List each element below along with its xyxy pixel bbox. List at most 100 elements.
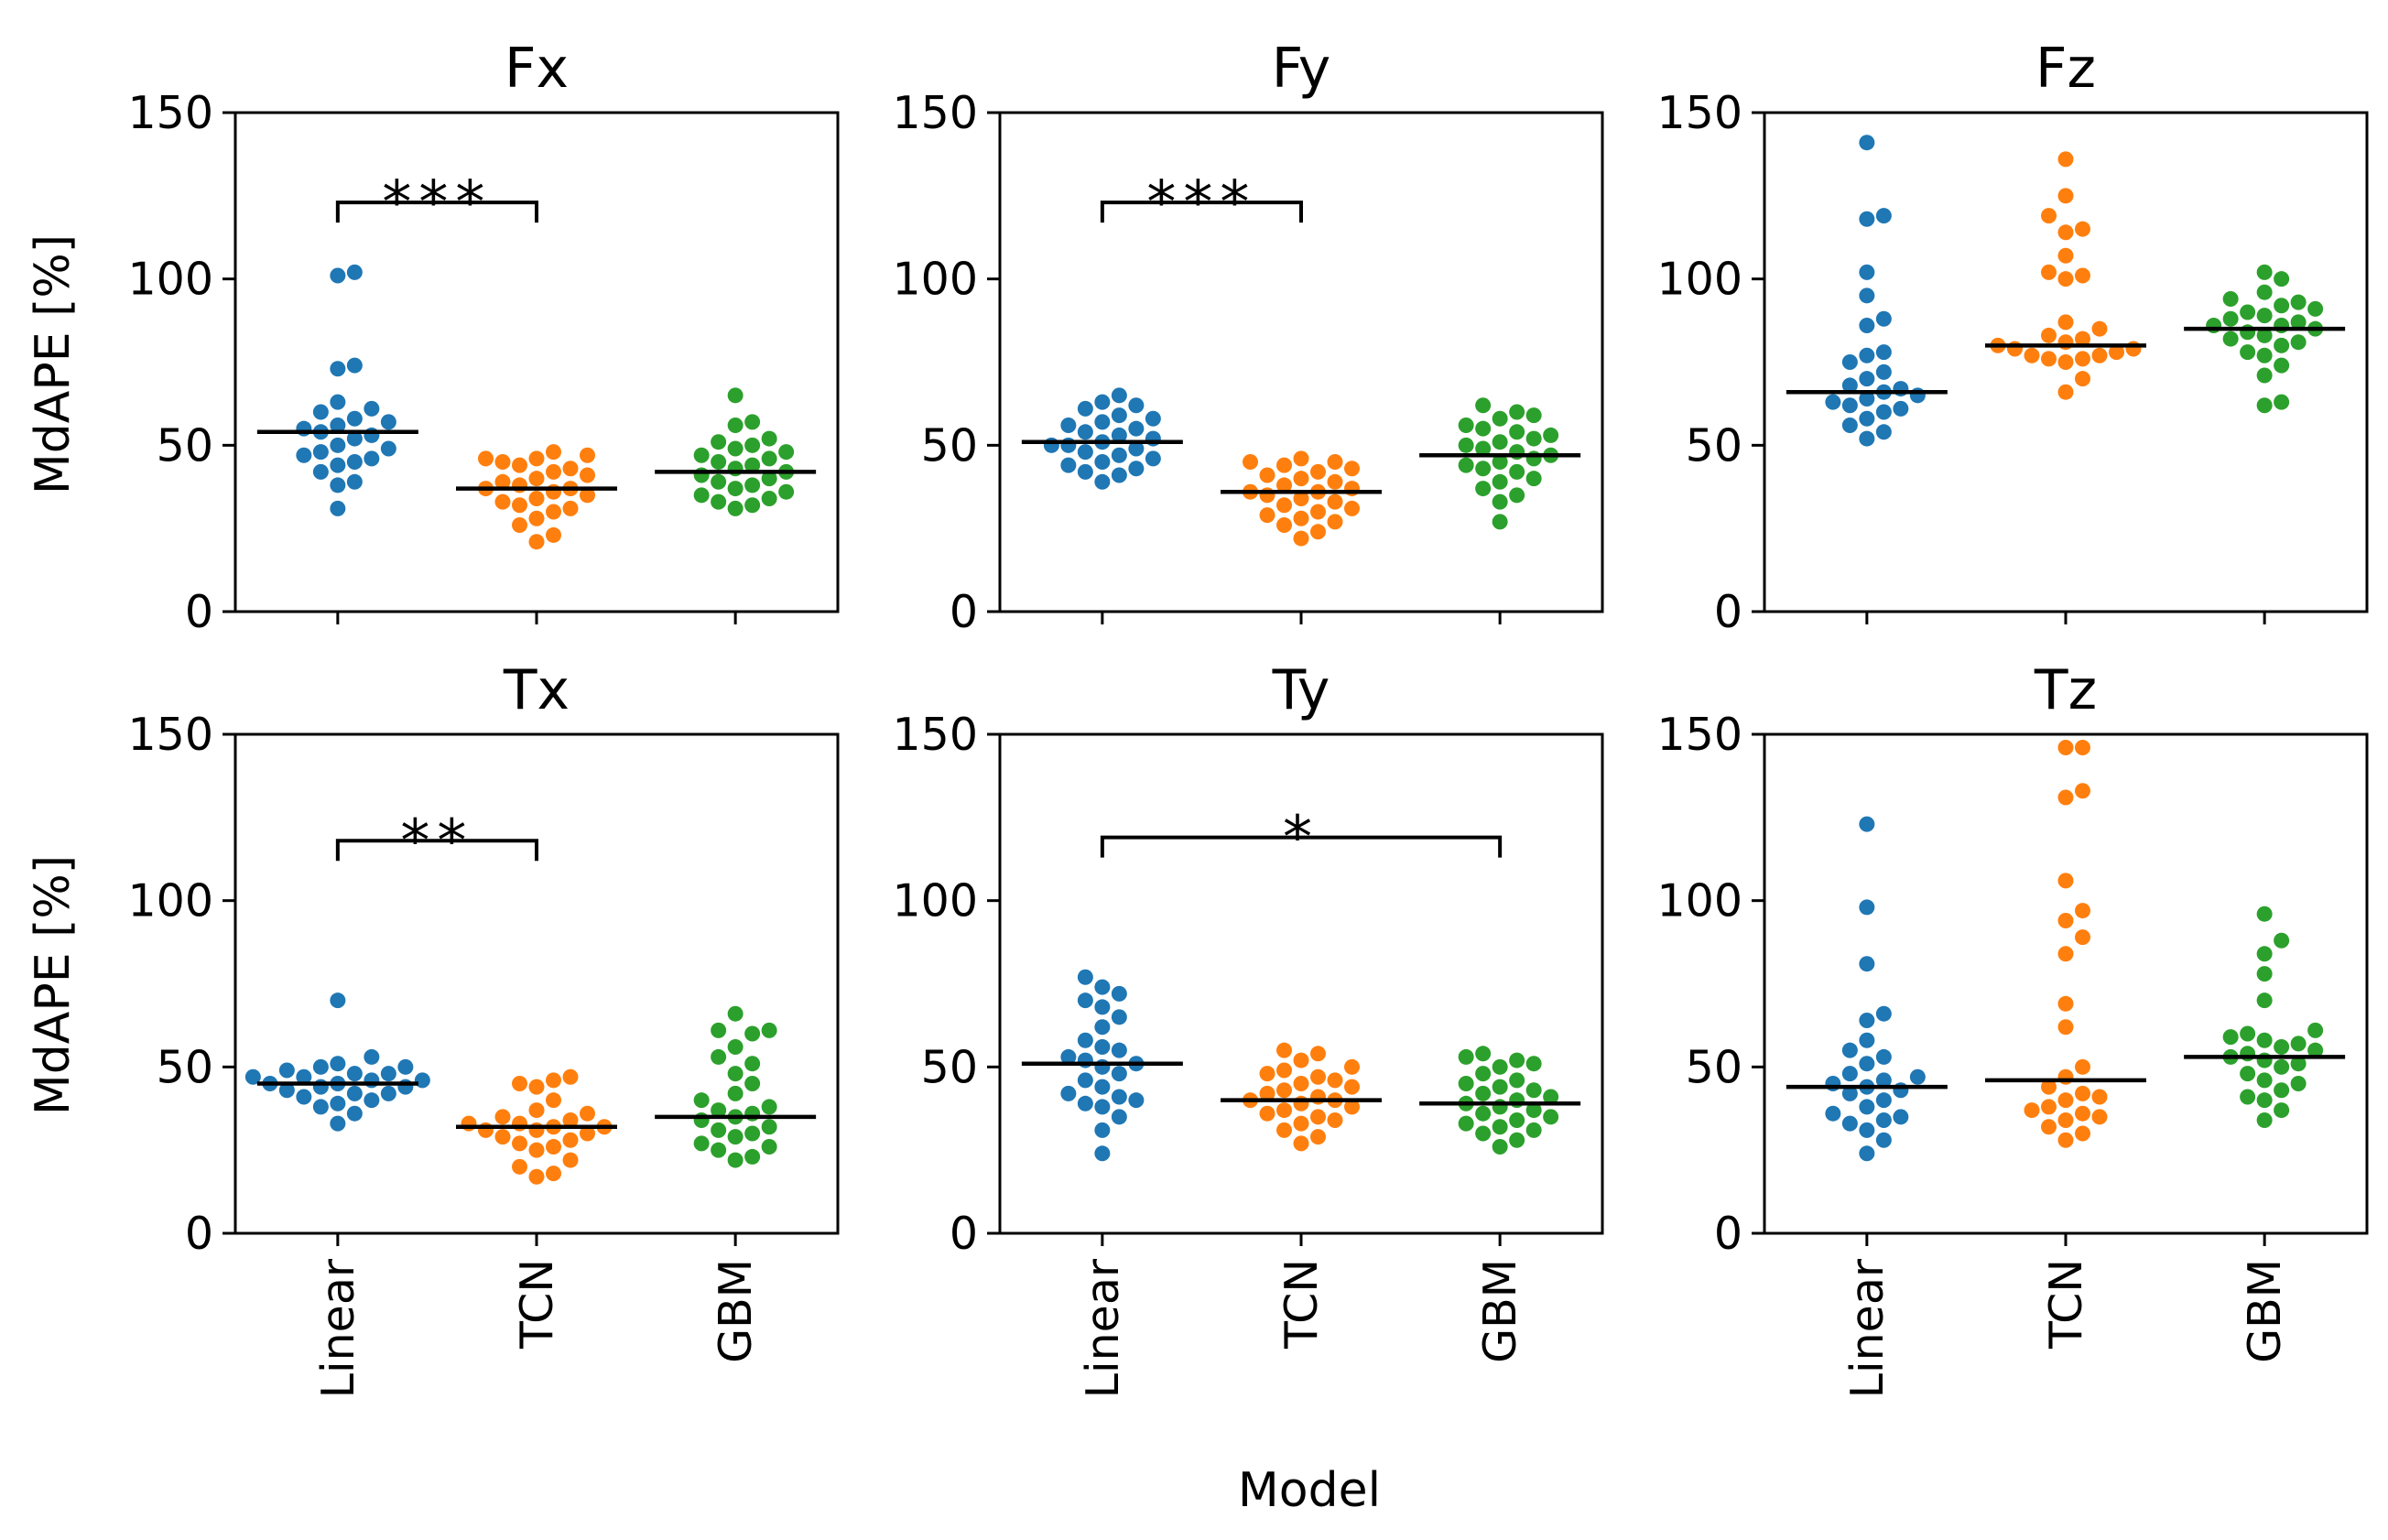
data-point-linear-9 (1859, 390, 1875, 407)
data-point-linear-7 (364, 450, 380, 467)
data-point-linear-10 (380, 440, 396, 457)
data-point-tcn-5 (2091, 1109, 2108, 1125)
data-point-gbm-6 (1458, 1115, 1474, 1132)
data-point-gbm-25 (1475, 1046, 1492, 1062)
data-point-gbm-14 (761, 1099, 777, 1115)
data-point-linear-2 (346, 1105, 363, 1122)
data-point-tcn-20 (528, 1102, 545, 1119)
data-point-gbm-24 (744, 414, 761, 430)
data-point-linear-5 (330, 457, 346, 473)
data-point-gbm-13 (1509, 1092, 1525, 1109)
y-tick-label-150: 150 (892, 709, 978, 761)
plot-frame-ty (998, 732, 1604, 1235)
data-point-tcn-4 (1293, 1115, 1309, 1132)
data-point-linear-7 (1825, 1105, 1841, 1122)
data-point-tcn-21 (2057, 873, 2074, 889)
x-axis-title: Model (1238, 1463, 1381, 1518)
data-point-gbm-9 (1458, 457, 1474, 473)
y-tick-label-0: 0 (185, 1208, 213, 1260)
data-point-tcn-21 (1276, 1062, 1292, 1079)
data-point-linear-22 (330, 361, 346, 377)
panel-title-fy: Fy (1272, 37, 1331, 101)
data-point-tcn-11 (546, 483, 561, 500)
data-point-gbm-19 (744, 1056, 761, 1072)
data-point-linear-18 (1077, 1032, 1093, 1048)
data-point-gbm-18 (2222, 1029, 2239, 1046)
data-point-tcn-16 (2057, 995, 2074, 1012)
panel-ty: Ty 0 50 100 150 Linear TCN GBM * (892, 658, 1604, 1398)
data-point-linear-20 (1145, 410, 1161, 427)
data-point-linear-21 (1859, 1012, 1875, 1028)
data-point-linear-13 (1841, 377, 1858, 394)
data-point-gbm-24 (2274, 932, 2290, 949)
data-point-linear-22 (1859, 264, 1875, 280)
data-point-linear-19 (1859, 318, 1875, 334)
data-point-gbm-8 (1475, 461, 1492, 477)
data-point-linear-22 (397, 1058, 414, 1075)
data-point-gbm-3 (1475, 1125, 1492, 1142)
data-point-gbm-4 (2240, 1089, 2256, 1105)
data-point-gbm-23 (1509, 1052, 1525, 1068)
data-point-tcn-15 (494, 473, 511, 490)
y-axis-title-top: MdAPE [%] (26, 234, 81, 494)
data-point-linear-25 (346, 264, 363, 280)
data-point-gbm-20 (711, 1048, 727, 1065)
data-point-tcn-25 (2057, 151, 2074, 168)
data-point-linear-1 (1859, 430, 1875, 447)
data-point-linear-17 (1094, 1039, 1111, 1056)
data-point-gbm-7 (744, 1125, 761, 1142)
data-point-tcn-2 (546, 1166, 561, 1182)
x-tick-label-linear: Linear (312, 1258, 364, 1398)
data-point-tcn-23 (2041, 208, 2057, 224)
data-point-gbm-21 (1492, 1058, 1508, 1075)
data-point-linear-23 (1111, 985, 1127, 1002)
data-point-tcn-19 (2057, 912, 2074, 928)
data-point-tcn-4 (562, 1152, 579, 1168)
data-point-tcn-24 (2057, 188, 2074, 204)
data-point-gbm-14 (2307, 1042, 2324, 1058)
data-point-linear-18 (1875, 1048, 1892, 1065)
data-point-tcn-8 (1276, 1102, 1292, 1119)
data-point-tcn-15 (512, 1115, 527, 1132)
data-point-linear-13 (1825, 1076, 1841, 1091)
data-point-linear-7 (346, 1085, 363, 1101)
data-point-tcn-24 (546, 1072, 561, 1089)
data-point-tcn-20 (1310, 463, 1326, 480)
data-point-tcn-8 (562, 1132, 579, 1148)
data-point-linear-24 (1094, 979, 1111, 995)
data-point-linear-16 (296, 1068, 312, 1085)
data-point-linear-12 (1094, 1058, 1111, 1075)
data-point-linear-16 (1841, 354, 1858, 370)
data-point-linear-5 (1875, 404, 1892, 420)
data-point-linear-2 (330, 477, 346, 493)
data-point-linear-18 (346, 410, 363, 427)
data-point-gbm-3 (1509, 487, 1525, 504)
data-point-gbm-6 (778, 483, 795, 500)
data-point-tcn-9 (1344, 1099, 1360, 1115)
data-point-linear-6 (1893, 400, 1909, 417)
data-point-tcn-9 (2057, 1092, 2074, 1109)
data-point-gbm-5 (2256, 347, 2273, 363)
data-point-linear-1 (1859, 1145, 1875, 1162)
data-point-tcn-19 (580, 1105, 595, 1122)
data-point-gbm-1 (2256, 397, 2273, 414)
data-point-tcn-17 (562, 1112, 579, 1128)
data-point-tcn-2 (1310, 1129, 1326, 1145)
x-tick-label-gbm: GBM (2239, 1259, 2291, 1363)
data-point-gbm-2 (744, 1148, 761, 1165)
data-point-tcn-22 (1344, 1058, 1360, 1075)
data-point-gbm-10 (2256, 327, 2273, 343)
data-point-linear-25 (1859, 135, 1875, 151)
data-point-tcn-10 (2091, 1089, 2108, 1105)
y-tick-label-0: 0 (185, 586, 213, 638)
data-point-gbm-11 (693, 467, 710, 483)
y-tick-label-150: 150 (1656, 87, 1742, 139)
data-point-tcn-23 (2075, 783, 2090, 799)
y-tick-label-0: 0 (950, 1208, 978, 1260)
data-point-linear-1 (330, 500, 346, 516)
data-point-gbm-23 (711, 1022, 727, 1038)
data-point-tcn-23 (512, 1076, 527, 1091)
data-point-linear-8 (1060, 1085, 1077, 1101)
data-point-gbm-13 (2240, 1046, 2256, 1062)
data-point-tcn-6 (2075, 1105, 2090, 1122)
